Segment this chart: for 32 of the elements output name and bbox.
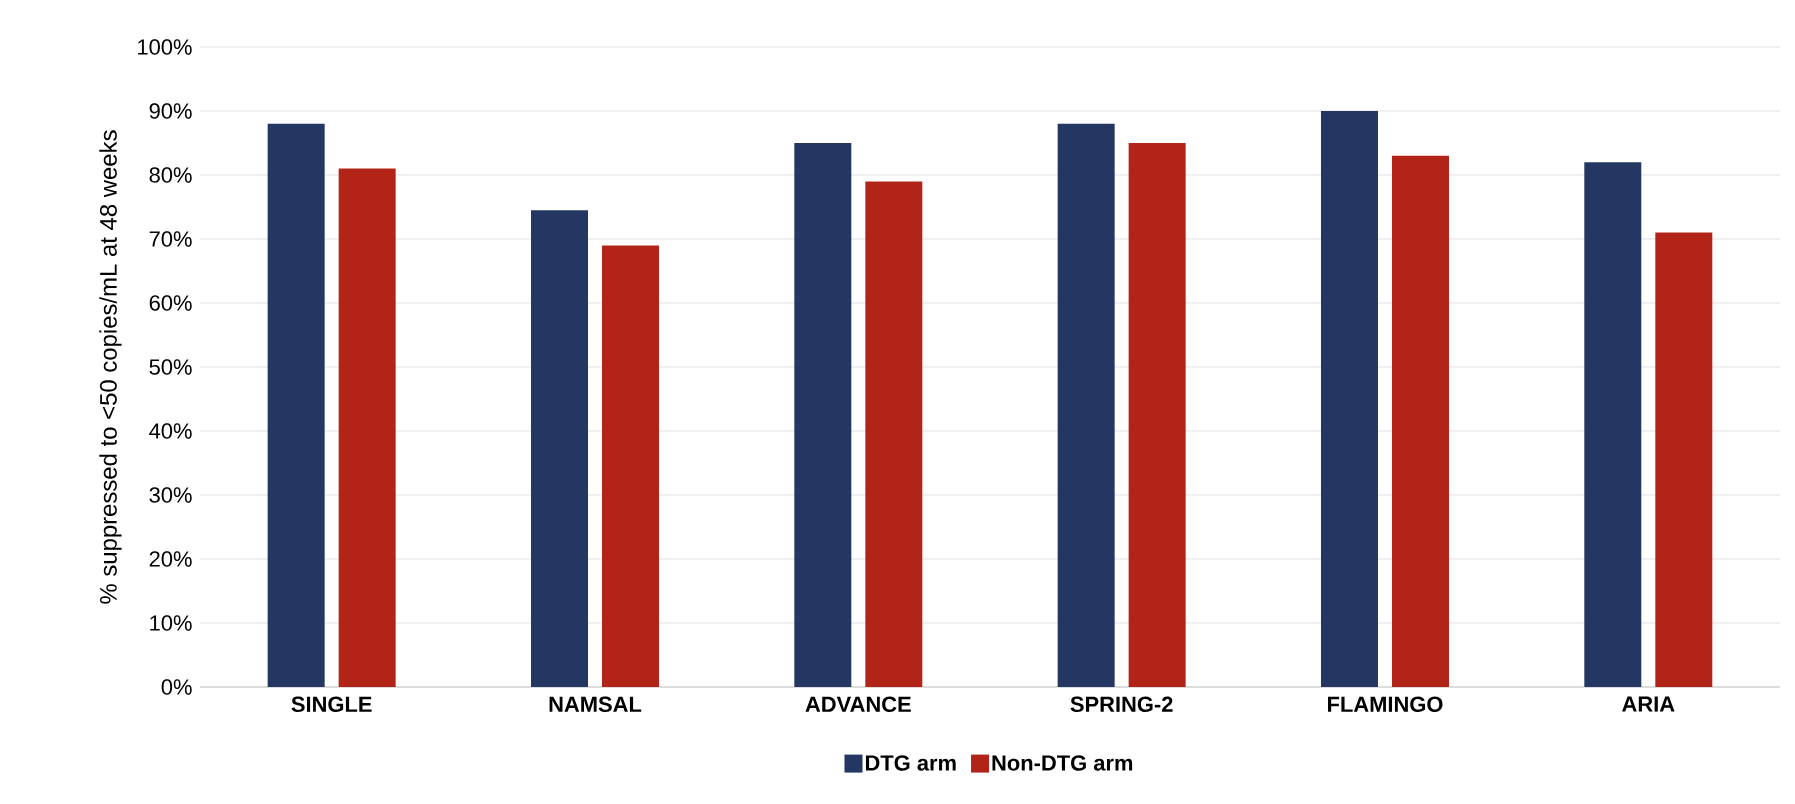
y-tick-label: 50% xyxy=(149,359,192,375)
legend-label: Non-DTG arm xyxy=(992,755,1133,771)
bar xyxy=(338,168,396,687)
x-tick-label: SINGLE xyxy=(291,696,372,713)
y-tick-label: 80% xyxy=(149,167,192,183)
y-tick-label: 10% xyxy=(150,615,192,631)
bar xyxy=(1128,142,1186,687)
y-tick-label: 40% xyxy=(149,423,192,439)
bar xyxy=(530,210,588,687)
bar xyxy=(1391,155,1449,687)
bar xyxy=(267,123,325,687)
bar xyxy=(865,181,923,687)
y-tick-label: 70% xyxy=(149,231,192,247)
x-tick-label: ARIA xyxy=(1622,696,1675,712)
x-tick-label: SPRING-2 xyxy=(1070,696,1173,713)
y-tick-label: 20% xyxy=(149,551,192,567)
bar xyxy=(601,245,659,687)
x-tick-label: FLAMINGO xyxy=(1328,696,1443,713)
x-tick-label: ADVANCE xyxy=(805,696,911,713)
y-tick-label: 60% xyxy=(149,295,192,311)
bar xyxy=(1320,110,1378,687)
bar xyxy=(1655,232,1713,687)
bar xyxy=(1584,162,1642,687)
bar xyxy=(794,142,852,687)
y-tick-label: 30% xyxy=(149,487,192,503)
legend-label: DTG arm xyxy=(865,755,956,771)
y-tick-label: 90% xyxy=(149,103,192,119)
y-tick-label: 0% xyxy=(161,679,192,695)
y-tick-label: 100% xyxy=(138,39,192,55)
bar xyxy=(1057,123,1115,687)
y-axis-title: % suppressed to <50 copies/mL at 48 weeks xyxy=(99,130,122,604)
x-tick-label: NAMSAL xyxy=(549,696,642,713)
